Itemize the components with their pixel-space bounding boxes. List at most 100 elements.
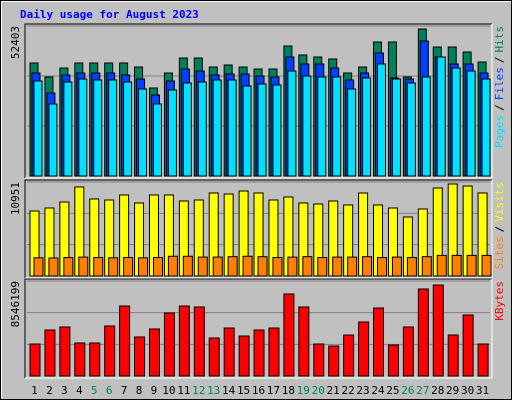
bar [451,254,462,277]
bar [182,82,192,177]
bar [451,67,461,177]
bar [466,70,476,177]
bar [104,325,116,377]
bar [74,342,86,377]
bar [317,257,328,277]
x-tick-label: 20 [312,384,325,397]
bar [227,256,238,277]
x-tick-label: 12 [192,384,205,397]
bar [253,329,265,377]
bar [182,255,193,277]
bar [477,343,489,377]
panel-bevel [24,23,492,178]
legend: KBytes [493,281,506,321]
panel-bevel [25,279,493,379]
legend-separator: / [493,57,506,64]
bar [197,256,208,277]
bar [48,257,59,277]
bar [302,75,312,177]
bar [238,335,250,377]
x-tick-label: 16 [252,384,265,397]
bar [317,76,327,177]
bar [436,254,447,277]
bar [302,256,313,277]
bar [481,78,491,177]
legend-entry: Files [493,67,506,100]
legend-entry: Hits [493,26,506,53]
bar [242,85,252,177]
x-tick-label: 30 [461,384,474,397]
bar [167,255,178,277]
legend: Pages / Files / Hits [493,26,506,148]
bar [148,328,160,377]
x-tick-label: 4 [76,384,83,397]
x-tick-label: 11 [177,384,190,397]
x-tick-label: 24 [371,384,385,397]
bar [377,63,387,177]
bar [313,343,325,377]
legend-entry: Pages [493,115,506,148]
bar [432,284,444,377]
x-tick-label: 22 [341,384,354,397]
bar [119,305,131,377]
bar [167,89,177,177]
bar [362,256,373,277]
bar [138,257,149,277]
bar [328,345,340,377]
legend-entry: Visits [493,182,506,222]
bar [287,70,297,177]
bar [178,305,190,377]
bar [257,83,267,177]
x-tick-label: 15 [237,384,250,397]
legend: Sites / Visits [493,182,506,270]
x-tick-label: 8 [136,384,143,397]
bar [163,312,175,377]
bar [377,257,388,277]
bar [421,76,431,177]
bar [347,88,357,177]
bar [287,256,298,277]
bar [373,307,385,377]
x-tick-label: 6 [106,384,113,397]
legend-separator: / [493,226,506,233]
bar [208,337,220,377]
x-tick-label: 25 [386,384,399,397]
bar [481,254,492,277]
bar [44,329,56,377]
bar [402,326,414,377]
bar [78,78,88,177]
bar [268,327,280,377]
bar [63,81,73,177]
x-tick-label: 14 [222,384,236,397]
bar [462,314,474,377]
bar [466,254,477,277]
bar [421,256,432,277]
bar [406,257,417,277]
bar [29,343,41,377]
bar [197,81,207,177]
x-tick-label: 9 [151,384,158,397]
bar [89,342,101,377]
x-tick-label: 13 [207,384,220,397]
bar [332,76,342,177]
bar [223,327,235,377]
bar [33,257,44,277]
y-tick-label: 10951 [9,182,22,215]
x-tick-label: 31 [476,384,489,397]
x-tick-label: 27 [416,384,429,397]
bar [108,79,118,177]
x-tick-label: 7 [121,384,128,397]
bar [436,56,446,177]
panel-bevel [25,180,493,279]
bar [212,256,223,277]
legend-entry: KBytes [493,281,506,321]
bar [417,288,429,377]
bar [108,257,119,277]
y-tick-label: 8546199 [9,281,22,327]
panel-bevel [24,278,492,378]
bar [257,256,268,277]
x-tick-label: 5 [91,384,98,397]
chart-title: Daily usage for August 2023 [20,8,199,21]
